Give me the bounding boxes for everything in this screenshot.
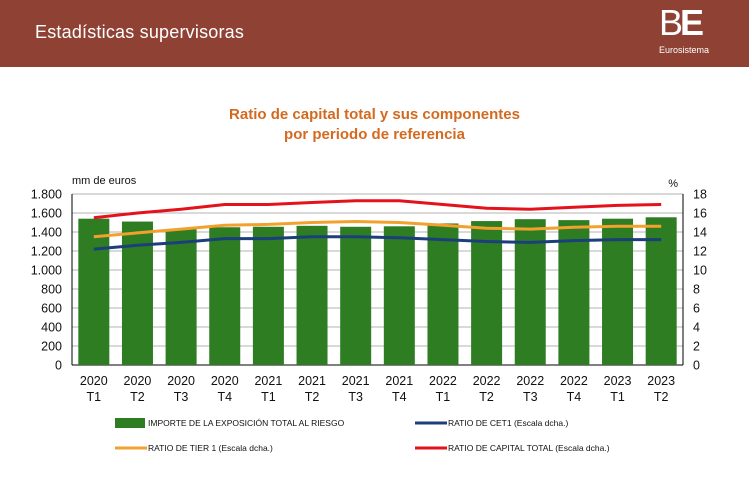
y-axis-left-label: mm de euros — [72, 175, 137, 187]
logo-caption: Eurosistema — [659, 45, 710, 55]
chart-title: Ratio de capital total y sus componentes… — [0, 105, 749, 145]
legend-tier1-label: RATIO DE TIER 1 (Escala dcha.) — [148, 443, 273, 453]
y-tick-left: 1.200 — [31, 245, 62, 259]
y-tick-left: 1.000 — [31, 264, 62, 278]
legend-bars-swatch — [115, 418, 145, 428]
y-tick-right: 0 — [693, 359, 700, 373]
x-tick-quarter: T4 — [392, 390, 407, 404]
page-title: Estadísticas supervisoras — [35, 22, 245, 42]
y-tick-right: 14 — [693, 226, 707, 240]
legend-capital-total-label: RATIO DE CAPITAL TOTAL (Escala dcha.) — [448, 443, 610, 453]
y-tick-right: 16 — [693, 207, 707, 221]
x-tick-year: 2021 — [298, 374, 326, 388]
x-tick-quarter: T1 — [610, 390, 625, 404]
bar — [340, 226, 372, 365]
x-tick-quarter: T3 — [523, 390, 538, 404]
x-tick-year: 2023 — [647, 374, 675, 388]
bar — [165, 229, 197, 365]
banco-espana-logo: BE — [659, 2, 704, 43]
y-tick-right: 18 — [693, 188, 707, 202]
x-tick-year: 2022 — [429, 374, 457, 388]
y-tick-right: 4 — [693, 321, 700, 335]
y-tick-right: 12 — [693, 245, 707, 259]
x-tick-year: 2022 — [516, 374, 544, 388]
x-tick-year: 2020 — [167, 374, 195, 388]
y-tick-right: 8 — [693, 283, 700, 297]
header-bar: Estadísticas supervisoras BE Eurosistema — [0, 0, 749, 67]
tier1-line — [93, 220, 662, 239]
bar — [471, 221, 503, 365]
y-tick-left: 800 — [41, 283, 62, 297]
bar — [558, 220, 590, 365]
y-tick-right: 6 — [693, 302, 700, 316]
y-tick-left: 200 — [41, 340, 62, 354]
x-tick-quarter: T2 — [130, 390, 145, 404]
x-tick-quarter: T1 — [436, 390, 451, 404]
x-tick-year: 2021 — [254, 374, 282, 388]
x-tick-quarter: T4 — [217, 390, 232, 404]
legend-cet1-label: RATIO DE CET1 (Escala dcha.) — [448, 418, 568, 428]
y-tick-left: 400 — [41, 321, 62, 335]
x-tick-year: 2023 — [604, 374, 632, 388]
y-tick-left: 600 — [41, 302, 62, 316]
x-tick-year: 2021 — [385, 374, 413, 388]
x-tick-quarter: T1 — [261, 390, 276, 404]
bar — [252, 226, 284, 365]
x-tick-quarter: T1 — [87, 390, 102, 404]
bar — [121, 221, 153, 365]
cet1-line — [93, 235, 662, 251]
bar — [296, 225, 328, 365]
bar — [645, 217, 677, 365]
x-tick-year: 2020 — [80, 374, 108, 388]
x-tick-quarter: T2 — [654, 390, 669, 404]
y-tick-left: 1.400 — [31, 226, 62, 240]
x-tick-quarter: T3 — [174, 390, 189, 404]
x-tick-year: 2021 — [342, 374, 370, 388]
x-tick-quarter: T2 — [305, 390, 320, 404]
y-tick-left: 0 — [55, 359, 62, 373]
y-tick-left: 1.600 — [31, 207, 62, 221]
bar — [78, 218, 110, 365]
chart-title-line2: por periodo de referencia — [284, 126, 465, 143]
y-tick-right: 10 — [693, 264, 707, 278]
y-axis-right-label: % — [668, 178, 678, 190]
chart-title-line1: Ratio de capital total y sus componentes — [229, 106, 520, 123]
plot-area — [72, 194, 683, 365]
x-tick-quarter: T4 — [567, 390, 582, 404]
bar — [602, 218, 634, 365]
legend-bars-label: IMPORTE DE LA EXPOSICIÓN TOTAL AL RIESGO — [148, 418, 345, 428]
x-tick-year: 2022 — [560, 374, 588, 388]
bar — [383, 226, 415, 365]
x-tick-quarter: T2 — [479, 390, 494, 404]
bar — [427, 223, 459, 365]
x-tick-year: 2020 — [124, 374, 152, 388]
y-tick-right: 2 — [693, 340, 700, 354]
bar — [209, 227, 241, 365]
x-tick-year: 2020 — [211, 374, 239, 388]
y-tick-left: 1.800 — [31, 188, 62, 202]
capital-total-line — [93, 199, 662, 220]
x-tick-quarter: T3 — [348, 390, 363, 404]
x-tick-year: 2022 — [473, 374, 501, 388]
